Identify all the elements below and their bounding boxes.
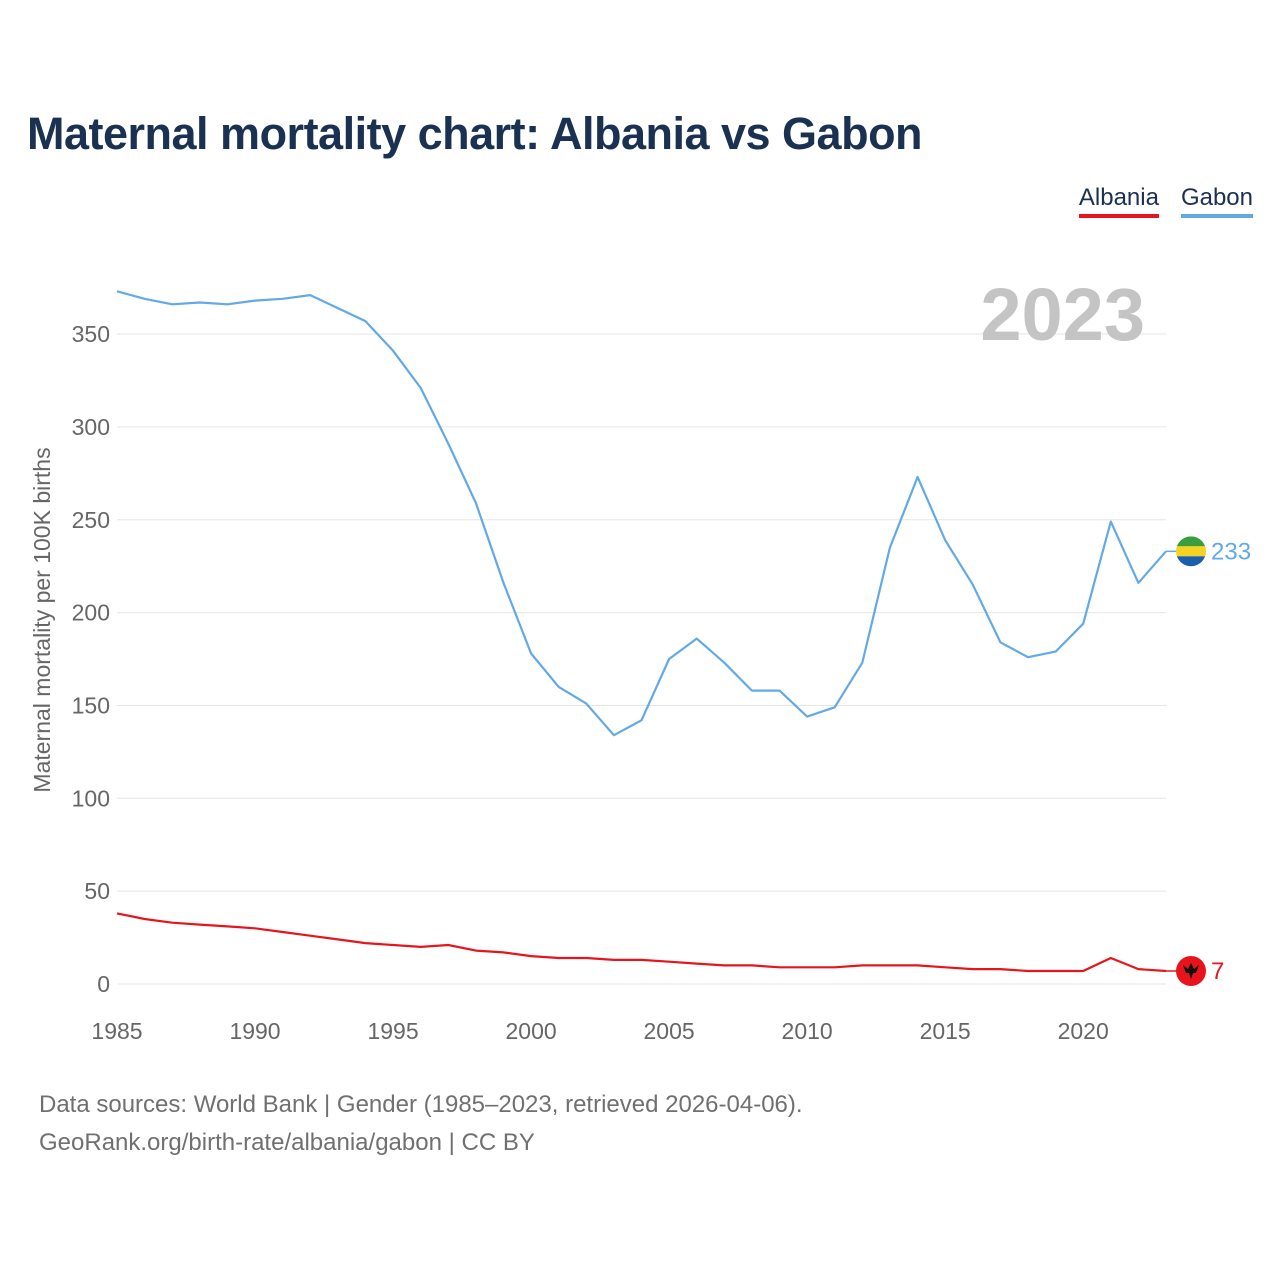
y-tick-label: 300 bbox=[72, 414, 110, 440]
line-chart: 2023 0 50 100 150 200 250 300 350 1985 1990 1995 2… bbox=[29, 273, 1251, 1044]
legend-item-albania[interactable]: Albania bbox=[1078, 184, 1159, 218]
albania-flag-icon bbox=[1176, 956, 1206, 987]
y-tick-label: 250 bbox=[72, 507, 110, 533]
gabon-flag-icon bbox=[1176, 536, 1206, 567]
year-watermark: 2023 bbox=[980, 273, 1145, 356]
x-tick-label: 1985 bbox=[91, 1018, 142, 1044]
y-axis-ticks: 0 50 100 150 200 250 300 350 bbox=[72, 321, 110, 997]
series-line-gabon bbox=[116, 290, 1167, 737]
y-tick-label: 50 bbox=[84, 878, 110, 904]
x-tick-label: 2020 bbox=[1058, 1018, 1109, 1044]
x-axis-ticks: 1985 1990 1995 2000 2005 2010 2015 2020 bbox=[91, 1018, 1108, 1044]
y-tick-label: 0 bbox=[97, 971, 110, 997]
x-tick-label: 2000 bbox=[505, 1018, 556, 1044]
y-tick-label: 100 bbox=[72, 785, 110, 811]
y-tick-label: 150 bbox=[72, 692, 110, 718]
x-tick-label: 2010 bbox=[782, 1018, 833, 1044]
legend-item-gabon[interactable]: Gabon bbox=[1180, 184, 1253, 218]
x-tick-label: 1990 bbox=[229, 1018, 280, 1044]
footer-credit: GeoRank.org/birth-rate/albania/gabon | C… bbox=[39, 1129, 535, 1156]
x-tick-label: 2005 bbox=[644, 1018, 695, 1044]
footer-source: Data sources: World Bank | Gender (1985–… bbox=[39, 1091, 803, 1118]
y-axis-label: Maternal mortality per 100K births bbox=[29, 447, 55, 792]
chart-title: Maternal mortality chart: Albania vs Gab… bbox=[27, 108, 923, 159]
y-tick-label: 200 bbox=[72, 600, 110, 626]
end-label-albania: 7 bbox=[1211, 958, 1224, 985]
legend: Albania Gabon bbox=[1078, 184, 1253, 218]
end-label-gabon: 233 bbox=[1211, 538, 1251, 565]
x-tick-label: 2015 bbox=[920, 1018, 971, 1044]
series-end-markers: 7 233 bbox=[1166, 536, 1251, 987]
series-line-albania bbox=[116, 912, 1167, 973]
footer: Data sources: World Bank | Gender (1985–… bbox=[39, 1086, 803, 1162]
series-lines bbox=[116, 290, 1167, 973]
x-tick-label: 1995 bbox=[367, 1018, 418, 1044]
y-tick-label: 350 bbox=[72, 321, 110, 347]
grid-lines bbox=[117, 333, 1166, 985]
